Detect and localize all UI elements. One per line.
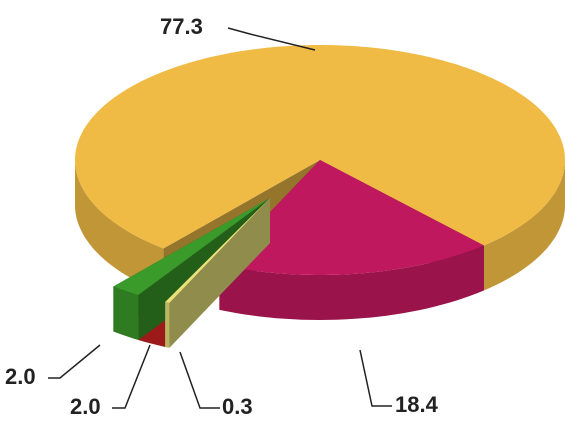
leader-line [112,344,151,409]
slice [219,160,484,275]
leader-line [227,27,316,51]
slice-side [483,160,565,291]
data-label: 77.3 [160,14,203,39]
slice [75,45,565,249]
slice [165,198,270,303]
leader-line [179,351,220,409]
slice-side [219,245,484,320]
data-label: 0.3 [222,394,253,419]
slice-side [75,160,164,294]
slice-side [165,198,270,347]
leader-line [48,344,101,379]
data-label: 18.4 [395,392,439,417]
data-label: 2.0 [70,394,101,419]
slice-side [113,286,139,340]
leader-line [359,349,392,407]
slice-side [165,302,170,348]
slice-side [113,198,271,332]
slice [113,198,271,295]
data-label: 2.0 [5,364,36,389]
pie [75,45,565,348]
